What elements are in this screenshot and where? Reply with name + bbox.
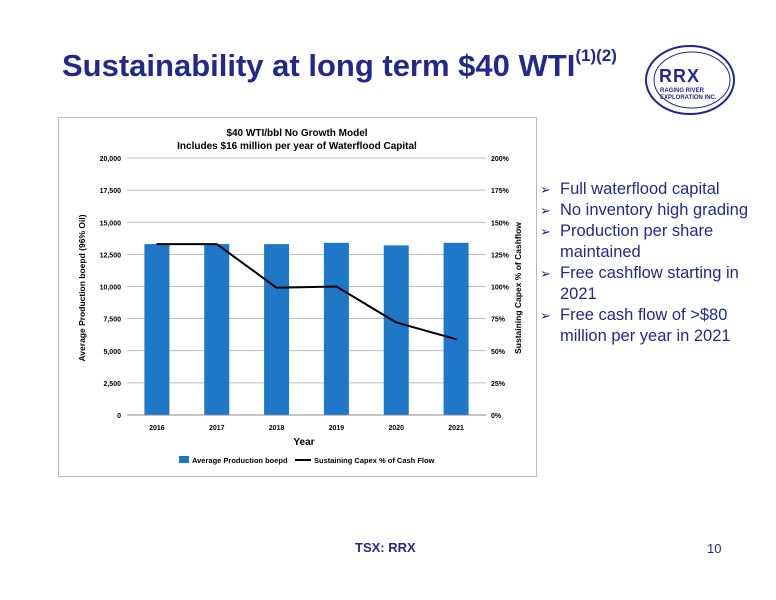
arrow-bullet-icon: ➢: [540, 224, 551, 239]
arrow-bullet-icon: ➢: [540, 266, 551, 281]
y2-tick-label: 0%: [491, 413, 502, 420]
bullet-text: Free cash flow of >$80 million per year …: [560, 306, 731, 345]
bar: [204, 244, 230, 415]
y2-axis-label: Sustaining Capex % of Cashflow: [513, 222, 523, 354]
legend-bar-swatch: [179, 456, 189, 463]
bullet-item: ➢ Free cashflow starting in 2021: [540, 263, 750, 305]
logo-subtext: RAGING RIVER EXPLORATION INC.: [660, 88, 717, 101]
bullet-item: ➢ Full waterflood capital: [540, 179, 750, 200]
y2-tick-label: 150%: [491, 220, 510, 227]
bullet-text: Full waterflood capital: [560, 180, 720, 198]
x-tick-label: 2016: [149, 425, 165, 432]
logo-swirl-icon: [645, 45, 735, 115]
legend-bar-label: Average Production boepd: [192, 456, 288, 465]
arrow-bullet-icon: ➢: [540, 308, 551, 323]
line-point: [335, 285, 338, 288]
y2-tick-label: 50%: [491, 349, 506, 356]
x-tick-label: 2018: [269, 425, 285, 432]
slide-title-footnote: (1)(2): [575, 45, 617, 65]
bullet-text: Production per share maintained: [560, 222, 714, 261]
bar: [264, 244, 290, 415]
arrow-bullet-icon: ➢: [540, 182, 551, 197]
y2-tick-label: 125%: [491, 252, 510, 259]
y2-axis-ticks: 0% 25% 50% 75% 100% 125% 150% 175% 200%: [491, 156, 510, 420]
y-tick-label: 15,000: [100, 220, 122, 227]
line-point: [156, 243, 158, 245]
x-axis-ticks: 2016 2017 2018 2019 2020 2021: [149, 425, 464, 432]
x-tick-label: 2017: [209, 425, 225, 432]
bullet-text: No inventory high grading: [560, 201, 749, 219]
y-tick-label: 5,000: [103, 349, 121, 356]
bar: [323, 242, 349, 415]
bar: [383, 245, 409, 415]
y-tick-label: 7,500: [103, 317, 121, 324]
chart-title: $40 WTI/bbl No Growth Model: [226, 128, 367, 139]
y-tick-label: 20,000: [100, 156, 122, 163]
line-point: [455, 338, 457, 340]
bullet-item: ➢ Free cash flow of >$80 million per year…: [540, 305, 750, 347]
x-axis-label: Year: [293, 437, 314, 448]
y-axis-label: Average Production boepd (96% Oil): [77, 214, 87, 361]
y2-tick-label: 75%: [491, 317, 506, 324]
line-point: [395, 321, 398, 324]
chart-legend: Average Production boepd Sustaining Cape…: [179, 456, 435, 465]
chart-container: $40 WTI/bbl No Growth Model Includes $16…: [58, 117, 537, 477]
slide-title-text: Sustainability at long term $40 WTI: [62, 48, 576, 83]
bullet-item: ➢ No inventory high grading: [540, 200, 750, 221]
bullet-item: ➢ Production per share maintained: [540, 221, 750, 263]
line-point: [215, 243, 218, 245]
footer-ticker: TSX: RRX: [355, 540, 416, 555]
capex-line: [156, 243, 457, 341]
y-tick-label: 12,500: [100, 252, 122, 259]
y-axis-ticks: 0 2,500 5,000 7,500 10,000 12,500 15,000 17,500…: [100, 156, 122, 420]
x-tick-label: 2020: [388, 425, 404, 432]
y-tick-label: 10,000: [100, 285, 122, 292]
bullet-list: ➢ Full waterflood capital ➢ No inventory h…: [540, 179, 750, 347]
legend-line-label: Sustaining Capex % of Cash Flow: [314, 456, 435, 465]
y-tick-label: 17,500: [100, 188, 122, 195]
y2-tick-label: 100%: [491, 285, 510, 292]
bar: [443, 242, 469, 415]
chart-grid: [127, 157, 486, 384]
y-tick-label: 2,500: [103, 381, 121, 388]
line-point: [275, 286, 278, 289]
arrow-bullet-icon: ➢: [540, 203, 551, 218]
company-logo: RRX RAGING RIVER EXPLORATION INC.: [640, 40, 740, 120]
y2-tick-label: 175%: [491, 188, 510, 195]
production-chart: $40 WTI/bbl No Growth Model Includes $16…: [77, 128, 523, 465]
bar-series: [144, 242, 469, 415]
chart-subtitle: Includes $16 million per year of Waterfl…: [177, 141, 417, 152]
x-tick-label: 2021: [448, 425, 464, 432]
y-tick-label: 0: [117, 413, 121, 420]
logo-text: RRX: [659, 66, 701, 86]
page-number: 10: [707, 541, 722, 556]
bullet-text: Free cashflow starting in 2021: [560, 264, 739, 303]
x-tick-label: 2019: [329, 425, 345, 432]
bar: [144, 244, 170, 415]
y2-tick-label: 25%: [491, 381, 506, 388]
y2-tick-label: 200%: [491, 156, 510, 163]
slide-title: Sustainability at long term $40 WTI(1)(2…: [62, 45, 617, 84]
line-series: [156, 243, 457, 341]
